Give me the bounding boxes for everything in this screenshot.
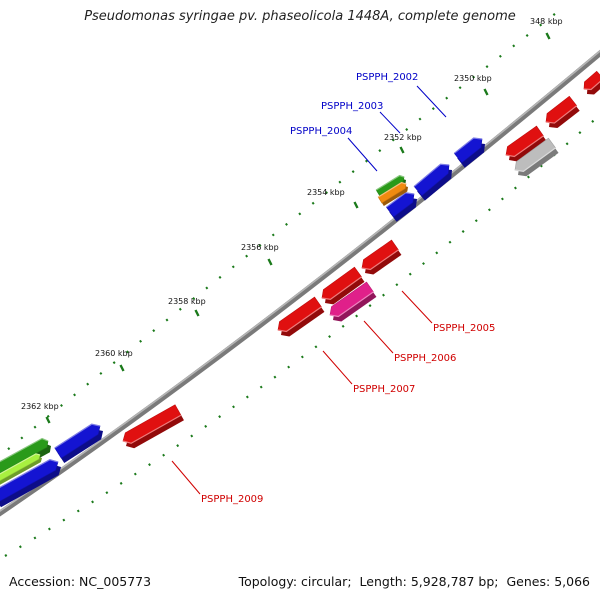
gene-highlight: [277, 306, 322, 333]
label-PSPPH_2003[interactable]: PSPPH_2003: [321, 101, 383, 112]
gene-highlight: [321, 276, 362, 300]
gene-forward-PSPPH_2002[interactable]: [453, 137, 485, 168]
gene-highlight: [514, 147, 556, 172]
tick-label: 2356 kbp: [241, 243, 279, 252]
gene-forward-PSPPH_2003[interactable]: [413, 163, 452, 201]
outer-dot-ring: [0, 9, 561, 458]
scale-ticks: 348 kbp 2350 kbp 2352 kbp 2354 kbp 2356 kbp 2…: [21, 17, 563, 424]
accession-value: NC_005773: [79, 574, 152, 589]
gene-reverse-PSPPH_2005[interactable]: [361, 239, 402, 275]
label-leaders: PSPPH_2002 PSPPH_2003 PSPPH_2004 PSPPH_2005…: [171, 72, 495, 505]
backbone-highlight: [0, 49, 600, 512]
gene-lightgreen[interactable]: [0, 453, 42, 486]
gene-highlight: [413, 163, 450, 187]
leader-line: [379, 111, 401, 134]
tick-label: 2358 kbp: [168, 297, 206, 306]
gene-highlight: [0, 437, 49, 463]
leader-line: [363, 320, 394, 354]
gene-highlight: [122, 414, 182, 444]
tick-mark: [119, 364, 125, 372]
leader-line: [322, 350, 353, 385]
leader-line: [171, 460, 201, 495]
tick-mark: [45, 416, 51, 424]
gene-shadow: [0, 456, 42, 485]
gene-highlight: [377, 181, 407, 198]
tick-label: 2362 kbp: [21, 402, 59, 411]
gene-highlight: [545, 105, 578, 124]
tick-label: 2352 kbp: [384, 133, 422, 142]
tick-mark: [267, 258, 273, 266]
gene-features[interactable]: [0, 70, 600, 508]
gene-reverse[interactable]: [545, 95, 580, 129]
tick-label: 2354 kbp: [307, 188, 345, 197]
tick-mark: [483, 88, 489, 96]
topology-value: circular;: [301, 574, 352, 589]
length-value: 5,928,787 bp;: [410, 574, 499, 589]
genes-label: Genes:: [506, 574, 551, 589]
leader-line: [401, 290, 433, 324]
gene-highlight: [453, 137, 483, 154]
gene-reverse-edge[interactable]: [583, 70, 600, 95]
label-PSPPH_2007[interactable]: PSPPH_2007: [353, 384, 415, 395]
backbone-outer: [0, 49, 600, 517]
gene-highlight: [375, 174, 405, 191]
genes-value: 5,066: [554, 574, 590, 589]
gene-orange[interactable]: [377, 181, 408, 206]
tick-dot-rings: [0, 9, 600, 557]
leader-line: [416, 85, 447, 118]
gene-highlight: [361, 249, 399, 271]
gene-grey[interactable]: [514, 137, 559, 177]
label-PSPPH_2005[interactable]: PSPPH_2005: [433, 323, 495, 334]
gene-highlight: [505, 135, 544, 158]
gene-highlight: [329, 291, 374, 318]
gene-highlight: [54, 423, 101, 449]
gene-reverse-PSPPH_2007[interactable]: [277, 296, 325, 337]
gene-reverse[interactable]: [505, 125, 547, 162]
tick-mark: [545, 32, 551, 40]
accession-label: Accession:: [9, 574, 76, 589]
map-title: Pseudomonas syringae pv. phaseolicola 14…: [84, 9, 516, 24]
gene-highlight: [583, 80, 600, 91]
gene-highlight: [0, 453, 41, 475]
tick-label: 2350 kbp: [454, 74, 492, 83]
gene-forward[interactable]: [54, 423, 103, 464]
tick-label: 2360 kbp: [95, 349, 133, 358]
gene-magenta-PSPPH_2006[interactable]: [329, 281, 377, 322]
gene-highlight: [0, 459, 59, 489]
topology-label: Topology:: [238, 574, 298, 589]
gene-highlight: [386, 192, 415, 208]
label-PSPPH_2004[interactable]: PSPPH_2004: [290, 126, 352, 137]
gene-reverse[interactable]: [321, 266, 365, 305]
length-label: Length:: [359, 574, 407, 589]
tick-label: 348 kbp: [530, 17, 563, 26]
label-PSPPH_2002[interactable]: PSPPH_2002: [356, 72, 418, 83]
gene-forward-PSPPH_2004[interactable]: [385, 192, 417, 222]
genome-stats: Topology: circular; Length: 5,928,787 bp…: [239, 574, 590, 589]
inner-dot-ring: [4, 114, 600, 557]
tick-mark: [353, 201, 359, 209]
tick-mark: [194, 309, 200, 317]
gene-reverse-PSPPH_2009[interactable]: [122, 404, 184, 449]
leader-line: [347, 137, 378, 172]
gene-forward[interactable]: [0, 459, 61, 508]
label-PSPPH_2009[interactable]: PSPPH_2009: [201, 494, 263, 505]
tick-mark: [399, 146, 405, 154]
accession-info: Accession: NC_005773: [9, 574, 151, 589]
label-PSPPH_2006[interactable]: PSPPH_2006: [394, 353, 456, 364]
genome-backbone: [0, 49, 600, 517]
